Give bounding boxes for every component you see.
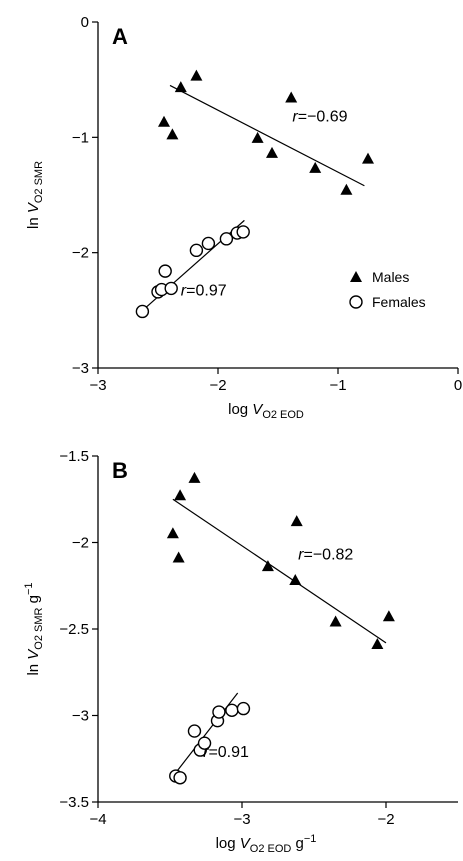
x-tick-label: 0 <box>454 377 462 394</box>
axis-label-sub: O2 EOD <box>262 409 304 421</box>
data-point-triangle <box>251 131 264 143</box>
data-point-circle <box>173 771 187 785</box>
y-tick-label: −3 <box>72 360 89 377</box>
x-tick-label: −3 <box>89 377 106 394</box>
r-value: =−0.69 <box>298 109 348 126</box>
data-point-circle <box>236 225 250 239</box>
series-females: r=0.97 <box>135 219 250 319</box>
data-point-triangle <box>266 146 278 158</box>
x-tick-label: −1 <box>329 377 346 394</box>
data-point-circle <box>197 736 212 750</box>
axis-label-suffix: g <box>291 835 304 852</box>
data-point-triangle <box>362 152 374 164</box>
r-value-label: r=0.91 <box>203 744 249 761</box>
axis-label-prefix: log <box>216 835 240 852</box>
data-point-triangle <box>174 81 187 93</box>
data-point-circle <box>212 705 226 719</box>
data-point-circle <box>158 264 172 278</box>
data-point-triangle <box>166 527 179 539</box>
data-point-triangle <box>290 515 303 527</box>
data-point-circle <box>187 724 202 738</box>
axis-label-var: V <box>25 201 42 213</box>
r-symbol: r <box>292 109 298 126</box>
y-tick-label: −3 <box>72 708 89 725</box>
r-value: =0.91 <box>208 744 249 761</box>
axis-label-var: V <box>240 835 252 852</box>
data-point-triangle <box>261 560 274 572</box>
axis-label-prefix: ln <box>25 213 42 229</box>
y-tick-label: 0 <box>81 14 89 31</box>
y-axis-label: ln VO2 SMR g−1 <box>23 582 45 675</box>
r-symbol: r <box>181 283 187 300</box>
y-tick-label: −2.5 <box>59 621 89 638</box>
data-point-triangle <box>309 161 322 173</box>
r-value: =0.97 <box>186 283 227 300</box>
data-point-triangle <box>188 471 201 483</box>
panel-label: B <box>112 458 128 483</box>
regression-line <box>172 498 387 644</box>
r-symbol: r <box>203 744 209 761</box>
data-point-triangle <box>158 115 170 127</box>
data-point-triangle <box>285 91 298 103</box>
legend-marker-triangle <box>350 271 362 282</box>
data-point-triangle <box>190 69 203 81</box>
data-point-triangle <box>382 610 395 622</box>
data-point-circle <box>189 243 204 258</box>
data-point-circle <box>236 701 251 716</box>
r-value-label: r=−0.69 <box>292 109 347 126</box>
data-point-triangle <box>289 573 302 585</box>
axis-label-sup: −1 <box>304 833 317 845</box>
data-point-triangle <box>340 183 353 195</box>
series-males: r=−0.82 <box>166 471 395 649</box>
legend-label-males: Males <box>372 269 409 285</box>
axis-label-prefix: log <box>228 401 252 418</box>
axis-label-prefix: ln <box>25 660 42 676</box>
legend-label-females: Females <box>372 294 426 310</box>
legend-marker-circle <box>349 295 363 309</box>
x-tick-label: −3 <box>233 811 250 828</box>
axis-label-var: V <box>252 401 264 418</box>
series-females: r=0.91 <box>169 692 251 785</box>
legend: Males Females <box>349 269 426 310</box>
data-point-circle <box>135 304 150 319</box>
axis-label-sup: −1 <box>23 582 35 595</box>
x-tick-label: −2 <box>209 377 226 394</box>
y-tick-label: −2 <box>72 245 89 262</box>
x-axis-label: log VO2 EOD <box>228 401 304 421</box>
axis-label-suffix: g <box>25 595 42 608</box>
axis-label-sub: O2 SMR <box>33 161 45 203</box>
r-symbol: r <box>298 547 304 564</box>
data-point-circle <box>219 232 234 246</box>
panel-label: A <box>112 24 128 49</box>
data-point-triangle <box>172 551 185 563</box>
data-point-circle <box>164 281 178 296</box>
x-axis-label: log VO2 EOD g−1 <box>216 833 317 855</box>
y-tick-label: −3.5 <box>59 794 89 811</box>
data-point-circle <box>201 236 216 251</box>
axis-label-sub: O2 EOD <box>250 843 292 855</box>
series-males: r=−0.69 <box>158 69 374 195</box>
axis-label-sub: O2 SMR <box>33 607 45 649</box>
y-tick-label: −2 <box>72 535 89 552</box>
data-point-triangle <box>371 637 384 649</box>
regression-line <box>169 84 365 187</box>
data-point-triangle <box>174 489 187 501</box>
data-point-circle <box>225 703 239 718</box>
y-tick-label: −1.5 <box>59 448 89 465</box>
y-tick-label: −1 <box>72 129 89 146</box>
data-point-triangle <box>329 615 342 627</box>
r-value-label: r=−0.82 <box>298 547 353 564</box>
axis-label-var: V <box>25 648 42 660</box>
r-value: =−0.82 <box>303 547 353 564</box>
x-tick-label: −2 <box>377 811 394 828</box>
r-value-label: r=0.97 <box>181 283 227 300</box>
x-tick-label: −4 <box>89 811 106 828</box>
y-axis-label: ln VO2 SMR <box>25 161 45 229</box>
data-point-triangle <box>166 128 179 140</box>
